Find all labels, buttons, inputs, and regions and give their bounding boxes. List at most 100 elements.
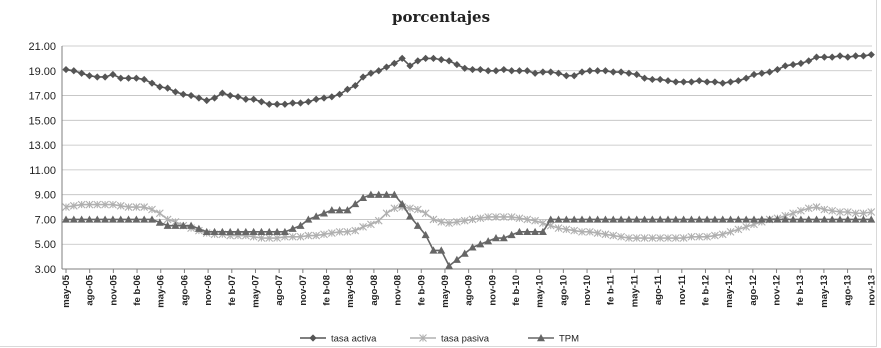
x-tick-label: fe b-09 <box>416 275 427 306</box>
series-point <box>680 78 688 86</box>
series-point <box>593 229 602 237</box>
series-point <box>109 70 117 79</box>
x-tick-label: ago-07 <box>274 275 285 306</box>
series-point <box>69 215 78 223</box>
series-point <box>531 216 539 225</box>
series-point <box>624 215 633 223</box>
series-point <box>843 215 852 223</box>
series-point <box>233 227 242 236</box>
series-point <box>742 222 751 231</box>
series-point <box>312 212 321 220</box>
series-point <box>257 234 266 242</box>
series-point <box>195 94 203 102</box>
series-point <box>617 232 625 241</box>
series-point <box>273 234 281 242</box>
series-point <box>343 206 352 214</box>
series-point <box>164 84 172 92</box>
series-point <box>844 53 852 61</box>
series-point <box>281 100 289 108</box>
series-point <box>414 57 422 65</box>
legend-item: TPM <box>528 334 579 345</box>
x-tick-label: ago-08 <box>369 275 380 306</box>
series-point <box>155 209 164 218</box>
series-point <box>398 54 406 62</box>
series-point <box>492 67 500 75</box>
series-point <box>742 215 751 223</box>
series-point <box>109 200 117 209</box>
series-point <box>538 227 547 236</box>
series-point <box>687 232 696 241</box>
y-tick-label: 13.00 <box>28 140 56 152</box>
series-point <box>523 227 532 236</box>
series-point <box>242 95 250 103</box>
series-point <box>148 205 156 214</box>
series-point <box>577 215 586 223</box>
series-point <box>343 85 352 93</box>
series-point <box>515 67 524 75</box>
series-point <box>499 234 508 242</box>
series-point <box>288 224 297 232</box>
x-tick-label: fe b-07 <box>227 275 238 306</box>
series-point <box>406 204 414 213</box>
series-point <box>445 261 454 270</box>
series-point <box>429 215 438 224</box>
x-tick-label: nov-09 <box>487 275 498 306</box>
series-point <box>460 249 469 257</box>
series-point <box>460 216 469 225</box>
series-point <box>445 219 453 228</box>
series-point <box>367 220 375 229</box>
series-point <box>296 99 305 107</box>
series-point <box>187 221 196 229</box>
x-tick-label: may-10 <box>535 275 546 308</box>
series-point <box>656 215 665 223</box>
series-point <box>789 215 798 223</box>
series-point <box>835 215 844 223</box>
series-point <box>500 65 508 74</box>
series-point <box>656 75 664 84</box>
x-tick-label: ago-10 <box>558 275 569 306</box>
series-point <box>390 59 398 67</box>
series-point <box>101 200 109 209</box>
series-point <box>648 75 656 84</box>
y-tick-label: 7.00 <box>35 214 56 226</box>
series-point <box>312 95 320 103</box>
x-tick-label: may-07 <box>250 275 261 308</box>
series-point <box>867 208 876 216</box>
series-point <box>515 227 524 236</box>
series-point <box>351 199 360 208</box>
series-point <box>437 246 446 254</box>
series-point <box>601 67 610 75</box>
x-tick-label: may-06 <box>156 275 167 308</box>
series-point <box>796 215 805 223</box>
series-point <box>69 201 78 210</box>
series-point <box>382 209 391 218</box>
series-point <box>93 215 102 223</box>
series-point <box>461 64 469 72</box>
series-point <box>719 79 727 87</box>
series-point <box>648 234 657 242</box>
series-point <box>328 93 336 101</box>
series-point <box>366 190 375 198</box>
x-tick-label: fe b-12 <box>700 275 711 306</box>
series-point <box>867 51 875 59</box>
x-tick-label: fe b-08 <box>322 275 333 306</box>
series-point <box>601 215 610 223</box>
series-point <box>585 215 594 223</box>
series-point <box>656 234 665 242</box>
x-tick-label: nov-11 <box>677 274 688 305</box>
series-point <box>148 79 156 87</box>
series-point <box>703 78 711 86</box>
x-tick-label: may-12 <box>724 275 735 308</box>
series-point <box>419 334 427 342</box>
series-group <box>62 51 876 270</box>
series-point <box>797 206 805 215</box>
series-point <box>374 216 383 225</box>
series-point <box>62 203 70 211</box>
series-point <box>304 98 312 106</box>
series-point <box>179 221 188 229</box>
series-point <box>539 219 547 228</box>
x-tick-label: may-08 <box>345 275 356 308</box>
series-point <box>382 190 391 198</box>
series-point <box>421 230 430 239</box>
series-point <box>124 215 133 223</box>
